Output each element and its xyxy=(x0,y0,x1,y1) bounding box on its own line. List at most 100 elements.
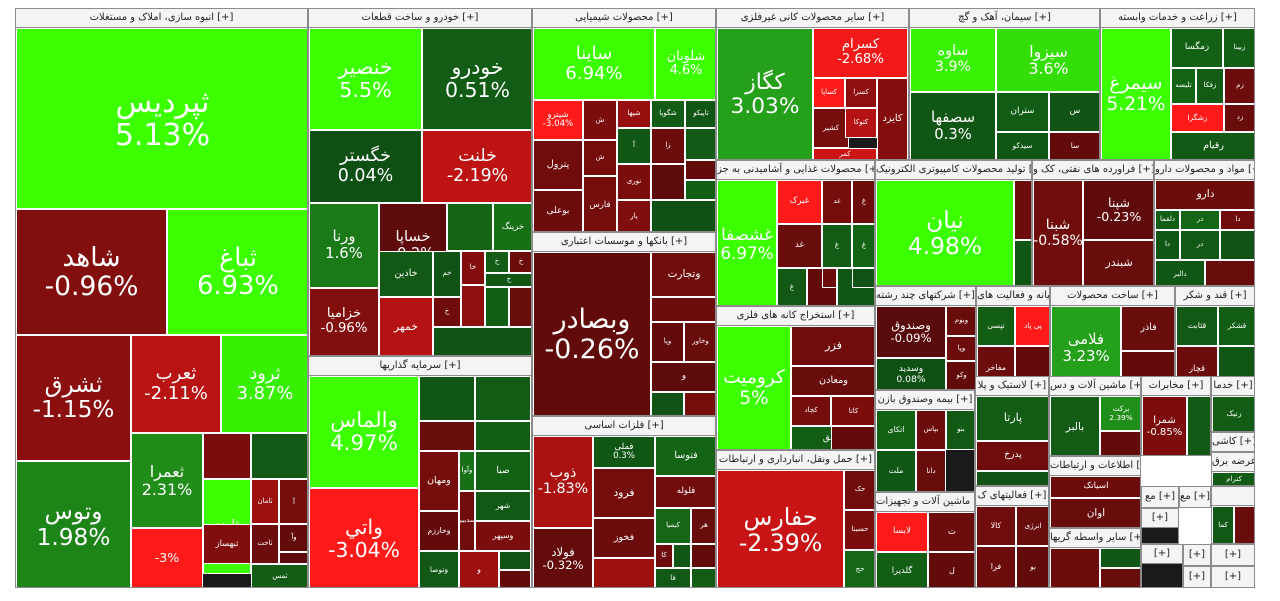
stock-tile[interactable]: نیان 4.98% xyxy=(876,180,1014,285)
stock-tile[interactable]: زشگزا xyxy=(1171,104,1224,132)
stock-tile[interactable]: کا xyxy=(655,544,673,568)
stock-tile[interactable] xyxy=(1187,396,1210,455)
stock-tile[interactable]: بالبر xyxy=(1050,396,1100,455)
stock-tile[interactable]: فلوله xyxy=(655,476,715,508)
sector-title[interactable]: فعالیتهای ک [+] xyxy=(976,487,1048,506)
stock-tile[interactable]: کچاد xyxy=(791,396,831,426)
stock-tile[interactable]: ثشرق -1.15% xyxy=(16,335,131,461)
stock-tile[interactable] xyxy=(509,287,531,327)
stock-tile[interactable] xyxy=(593,558,655,587)
stock-tile[interactable]: بوعلی xyxy=(533,190,583,231)
stock-tile[interactable]: تلیسه xyxy=(1171,68,1196,104)
sector-title[interactable]: سرمایه گذاریها [+] xyxy=(309,357,531,376)
stock-tile[interactable] xyxy=(475,376,531,421)
stock-tile[interactable]: رقیام xyxy=(1171,132,1254,159)
stock-tile[interactable]: شپنا -0.23% xyxy=(1083,180,1153,240)
stock-tile[interactable] xyxy=(691,544,715,568)
sector-title[interactable]: سایر محصولات کانی غیرفلزی [+] xyxy=(717,9,908,28)
stock-tile[interactable]: و xyxy=(459,551,499,587)
stock-tile[interactable]: سیزوا 3.6% xyxy=(996,28,1099,92)
stock-tile[interactable]: فتوسا xyxy=(655,436,715,476)
stock-tile[interactable]: وتوصا xyxy=(419,551,459,587)
stock-tile[interactable]: ثپردیس 5.13% xyxy=(16,28,307,209)
stock-tile[interactable]: ل xyxy=(928,552,974,587)
sector-title[interactable]: فراورده های نفتی، کک و [+] xyxy=(1033,161,1153,180)
stock-tile[interactable]: زا xyxy=(651,128,685,164)
stock-tile[interactable]: وکو xyxy=(946,361,975,389)
stock-tile[interactable]: هر xyxy=(691,508,715,544)
sector-title[interactable]: مع [+] xyxy=(1142,487,1178,507)
stock-tile[interactable] xyxy=(651,392,684,415)
stock-tile[interactable]: بنو xyxy=(946,410,974,450)
sector-title[interactable]: [+] xyxy=(1212,545,1254,565)
stock-tile[interactable] xyxy=(419,421,475,451)
stock-tile[interactable] xyxy=(976,471,1048,485)
stock-tile[interactable]: ش xyxy=(583,100,617,140)
stock-tile[interactable]: زمگسا xyxy=(1171,28,1223,68)
sector-title[interactable]: تولید محصولات کامپیوتری الکترونیک [+] xyxy=(876,161,1031,180)
stock-tile[interactable]: سا xyxy=(1049,132,1099,159)
stock-tile[interactable]: کیمیا xyxy=(655,508,691,544)
stock-tile[interactable] xyxy=(279,552,307,564)
stock-tile[interactable] xyxy=(1220,230,1254,260)
stock-tile[interactable]: کتوکا xyxy=(845,108,877,138)
stock-tile[interactable]: دانا xyxy=(916,450,946,491)
stock-tile[interactable]: گلدیرا xyxy=(876,552,928,587)
stock-tile[interactable]: شپترو -3.04% xyxy=(533,100,583,140)
stock-tile[interactable]: وخاور xyxy=(684,322,715,362)
sector-title[interactable]: فلزات اساسی [+] xyxy=(533,417,715,436)
stock-tile[interactable]: سیدکو xyxy=(996,132,1049,159)
stock-tile[interactable]: آ xyxy=(279,479,307,524)
stock-tile[interactable]: خ xyxy=(485,273,531,287)
stock-tile[interactable]: غ xyxy=(852,224,874,268)
sector-title[interactable]: سیمان، آهک و گچ [+] xyxy=(910,9,1099,28)
stock-tile[interactable]: ومهان xyxy=(419,451,459,511)
stock-tile[interactable]: وخارزم xyxy=(419,511,459,551)
sector-title[interactable]: خدما [+] xyxy=(1212,377,1254,396)
stock-tile[interactable]: غبرک xyxy=(777,180,822,224)
stock-tile[interactable]: بو xyxy=(1016,546,1048,587)
stock-tile[interactable]: در xyxy=(1180,210,1220,230)
stock-tile[interactable]: دالبر xyxy=(1155,260,1205,285)
stock-tile[interactable]: فخوز xyxy=(593,518,655,558)
sector-title[interactable]: شرکتهای چند رشته [+] xyxy=(876,287,975,306)
stock-tile[interactable]: حج xyxy=(844,550,874,587)
stock-tile[interactable]: پدرخ xyxy=(976,441,1048,471)
stock-tile[interactable] xyxy=(651,297,715,322)
stock-tile[interactable]: تاپیکو xyxy=(685,100,715,128)
stock-tile[interactable]: پارتا xyxy=(976,396,1048,441)
stock-tile[interactable] xyxy=(419,376,475,421)
stock-tile[interactable]: زد xyxy=(1224,104,1254,132)
stock-tile[interactable]: اوان xyxy=(1050,498,1140,527)
stock-tile[interactable] xyxy=(1100,548,1140,568)
stock-tile[interactable]: غد xyxy=(777,224,822,268)
stock-tile[interactable]: والماس 4.97% xyxy=(309,376,419,488)
stock-tile[interactable]: وصندوق -0.09% xyxy=(876,306,946,358)
stock-tile[interactable]: وتجارت xyxy=(651,252,715,297)
stock-tile[interactable]: زفکا xyxy=(1196,68,1224,104)
stock-tile[interactable]: کایزد xyxy=(877,78,908,159)
stock-tile[interactable]: وآ xyxy=(279,524,307,552)
stock-tile[interactable]: فولاد -0.32% xyxy=(533,528,593,587)
stock-tile[interactable]: حسینا xyxy=(844,510,874,550)
sector-title[interactable]: [+] xyxy=(1212,567,1254,587)
stock-tile[interactable]: فرود xyxy=(593,468,655,518)
stock-tile[interactable]: ثامان xyxy=(251,479,279,524)
stock-tile[interactable]: فا xyxy=(655,568,691,587)
stock-tile[interactable] xyxy=(461,285,485,327)
stock-tile[interactable]: کمر xyxy=(813,148,877,159)
sector-title[interactable]: حمل ونقل، انبارداری و ارتباطات [+] xyxy=(717,451,874,470)
stock-tile[interactable]: ذوب -1.83% xyxy=(533,436,593,528)
sector-title[interactable]: ماشین آلات و دس [+] xyxy=(1050,377,1140,396)
sector-title[interactable]: انبوه سازی، املاک و مستغلات [+] xyxy=(16,9,307,28)
stock-tile[interactable]: شلوبان 4.6% xyxy=(655,28,715,100)
stock-tile[interactable] xyxy=(685,180,715,200)
sector-title[interactable]: محصولات شیمیایی [+] xyxy=(533,9,715,28)
stock-tile[interactable]: کگاز 3.03% xyxy=(717,28,813,159)
stock-tile[interactable] xyxy=(485,287,509,327)
stock-tile[interactable]: ش xyxy=(583,140,617,176)
stock-tile[interactable]: وبصادر -0.26% xyxy=(533,252,651,415)
stock-tile[interactable]: فلامی 3.23% xyxy=(1051,306,1121,389)
sector-title[interactable]: سایر واسطه گریها [+] xyxy=(1050,529,1140,548)
stock-tile[interactable]: ستران xyxy=(996,92,1049,132)
